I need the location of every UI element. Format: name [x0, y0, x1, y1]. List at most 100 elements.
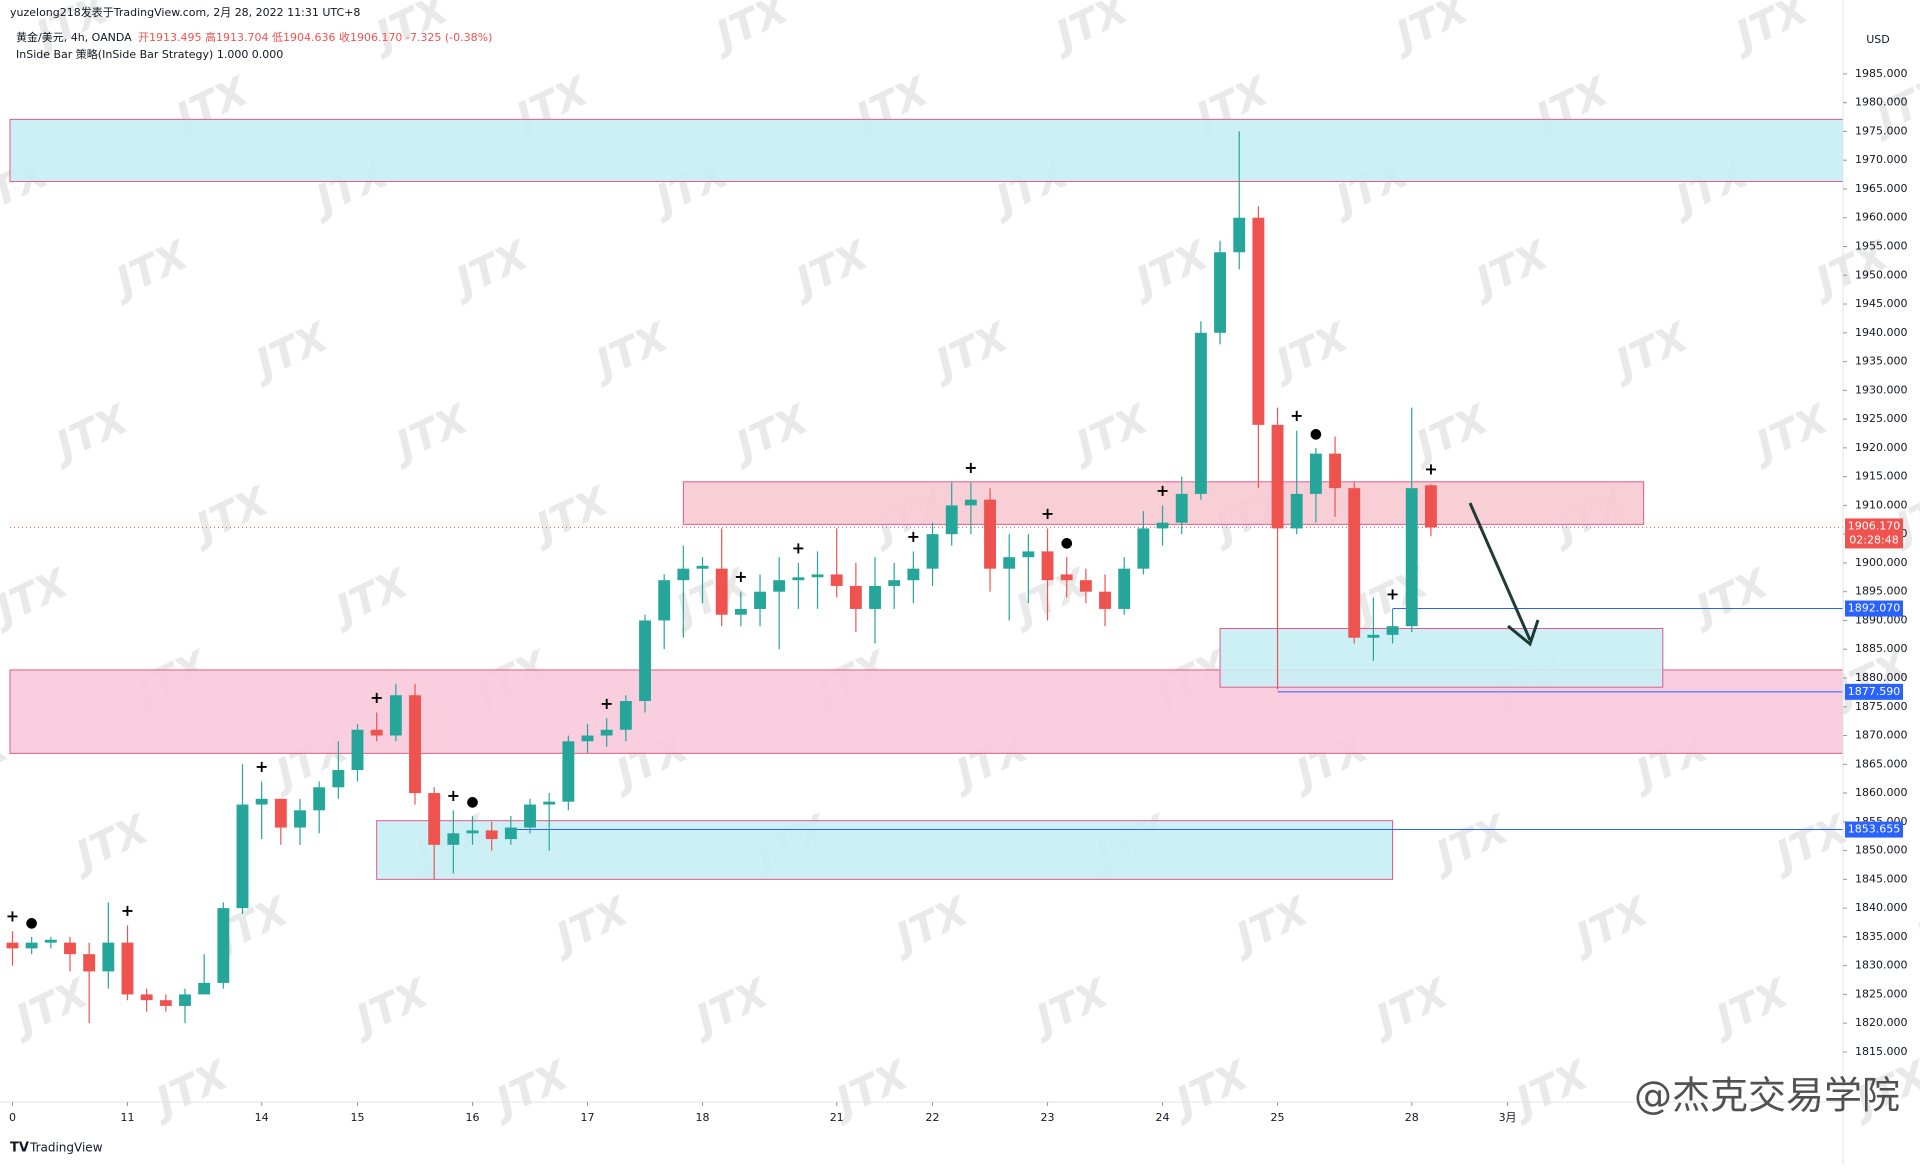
arrow — [1468, 502, 1532, 641]
candle-body — [217, 908, 230, 983]
y-tick-label: 1890.000 — [1855, 613, 1908, 626]
candle-body — [1156, 522, 1169, 529]
y-tick-label: 1815.000 — [1855, 1045, 1908, 1058]
watermark: JTX — [1123, 232, 1217, 308]
watermark: JTX — [1703, 970, 1797, 1046]
signal: + — [907, 527, 920, 546]
candle-body — [543, 801, 556, 805]
watermark: JTX — [443, 232, 537, 308]
y-tick-label: 1830.000 — [1855, 959, 1908, 972]
watermark: JTX — [1423, 806, 1517, 882]
candle-body — [447, 833, 460, 845]
y-tick-label: 1820.000 — [1855, 1016, 1908, 1029]
candle-body — [1329, 453, 1341, 489]
y-tick-label: 1895.000 — [1855, 585, 1908, 598]
x-tick-label: 16 — [466, 1111, 480, 1124]
signal: ● — [1061, 535, 1073, 551]
candle-body — [140, 994, 153, 1001]
candle-body — [792, 577, 805, 581]
level-label: 1853.655 — [1848, 823, 1901, 836]
y-tick-label: 1945.000 — [1855, 297, 1908, 310]
brand: TradingView — [29, 1141, 103, 1155]
signal: + — [734, 567, 747, 586]
candle-body — [83, 954, 96, 972]
watermark: JTX — [1383, 0, 1477, 62]
watermark: JTX — [3, 970, 97, 1046]
signal: + — [255, 757, 268, 776]
candle-body — [428, 793, 441, 845]
candle-body — [1079, 580, 1092, 592]
candle-body — [1060, 574, 1073, 581]
y-tick-label: 1835.000 — [1855, 930, 1908, 943]
last-price-label: 1906.170 — [1848, 519, 1901, 532]
watermark: JTX — [1903, 888, 1920, 964]
plot: + ● + + + + ● + + + + + + ● + + ● + + — [6, 131, 1843, 1024]
watermark: JTX — [103, 232, 197, 308]
countdown: 02:28:48 — [1849, 533, 1898, 546]
zone — [376, 820, 1394, 880]
candle-body — [619, 701, 632, 730]
symbol-line: 黄金/美元, 4h, OANDA — [16, 30, 132, 44]
y-tick-label: 1825.000 — [1855, 987, 1908, 1000]
candle-body — [1367, 634, 1380, 638]
candle-body — [754, 591, 766, 609]
watermark: JTX — [883, 888, 977, 964]
x-tick-label: 21 — [830, 1111, 844, 1124]
watermark: JTX — [583, 314, 677, 390]
y-tick-label: 1870.000 — [1855, 729, 1908, 742]
candle-body — [964, 499, 977, 506]
watermark: JTX — [1563, 888, 1657, 964]
watermark: JTX — [243, 314, 337, 390]
candle-body — [159, 1000, 172, 1006]
y-tick-label: 1985.000 — [1855, 67, 1908, 80]
signal: + — [1041, 504, 1054, 523]
candle-body — [907, 568, 920, 581]
x-tick-label: 25 — [1271, 1111, 1285, 1124]
arrow-head — [1507, 619, 1540, 647]
candle-body — [600, 729, 613, 736]
y-tick-label: 1910.000 — [1855, 498, 1908, 511]
candle-body — [1194, 332, 1207, 494]
y-tick-label: 1860.000 — [1855, 786, 1908, 799]
y-tick-label: 1850.000 — [1855, 844, 1908, 857]
candle-body — [1022, 551, 1035, 558]
signal: + — [447, 786, 460, 805]
candle-body — [1405, 488, 1418, 627]
watermark: JTX — [723, 396, 817, 472]
watermark: JTX — [1603, 314, 1697, 390]
candle-body — [849, 585, 862, 609]
candle-body — [888, 580, 901, 586]
x-tick-label: 11 — [120, 1111, 134, 1124]
candle-body — [389, 695, 402, 736]
candle-body — [1175, 493, 1188, 523]
candle-body — [294, 810, 306, 828]
credit: @杰克交易学院 — [1634, 1074, 1900, 1118]
x-tick-label: 23 — [1041, 1111, 1055, 1124]
watermark: JTX — [383, 396, 477, 472]
zones — [9, 118, 1844, 880]
candle-body — [715, 568, 728, 615]
candle-body — [639, 620, 651, 702]
y-tick-label: 1920.000 — [1855, 441, 1908, 454]
level-label: 1877.590 — [1848, 685, 1901, 698]
candle-body — [198, 982, 211, 995]
currency: USD — [1866, 33, 1890, 46]
level-label: 1892.070 — [1848, 602, 1901, 615]
watermark: JTX — [543, 888, 637, 964]
zone — [682, 481, 1645, 525]
watermark: JTX — [1743, 396, 1837, 472]
candle-body — [830, 574, 843, 586]
x-tick-label: 24 — [1156, 1111, 1170, 1124]
watermark: JTX — [1223, 888, 1317, 964]
axes: 1815.000 1820.000 1825.000 1830.000 1835.000… — [9, 67, 1908, 1124]
candle-body — [255, 798, 268, 805]
candle-body — [351, 729, 364, 771]
y-tick-label: 1980.000 — [1855, 96, 1908, 109]
watermark: JTX — [523, 478, 617, 554]
watermark: JTX — [143, 1052, 237, 1128]
x-tick-label: 3月 — [1499, 1111, 1517, 1124]
candle-body — [102, 942, 115, 972]
candle-body — [773, 580, 786, 592]
candle-body — [1252, 217, 1265, 425]
y-tick-label: 1840.000 — [1855, 901, 1908, 914]
